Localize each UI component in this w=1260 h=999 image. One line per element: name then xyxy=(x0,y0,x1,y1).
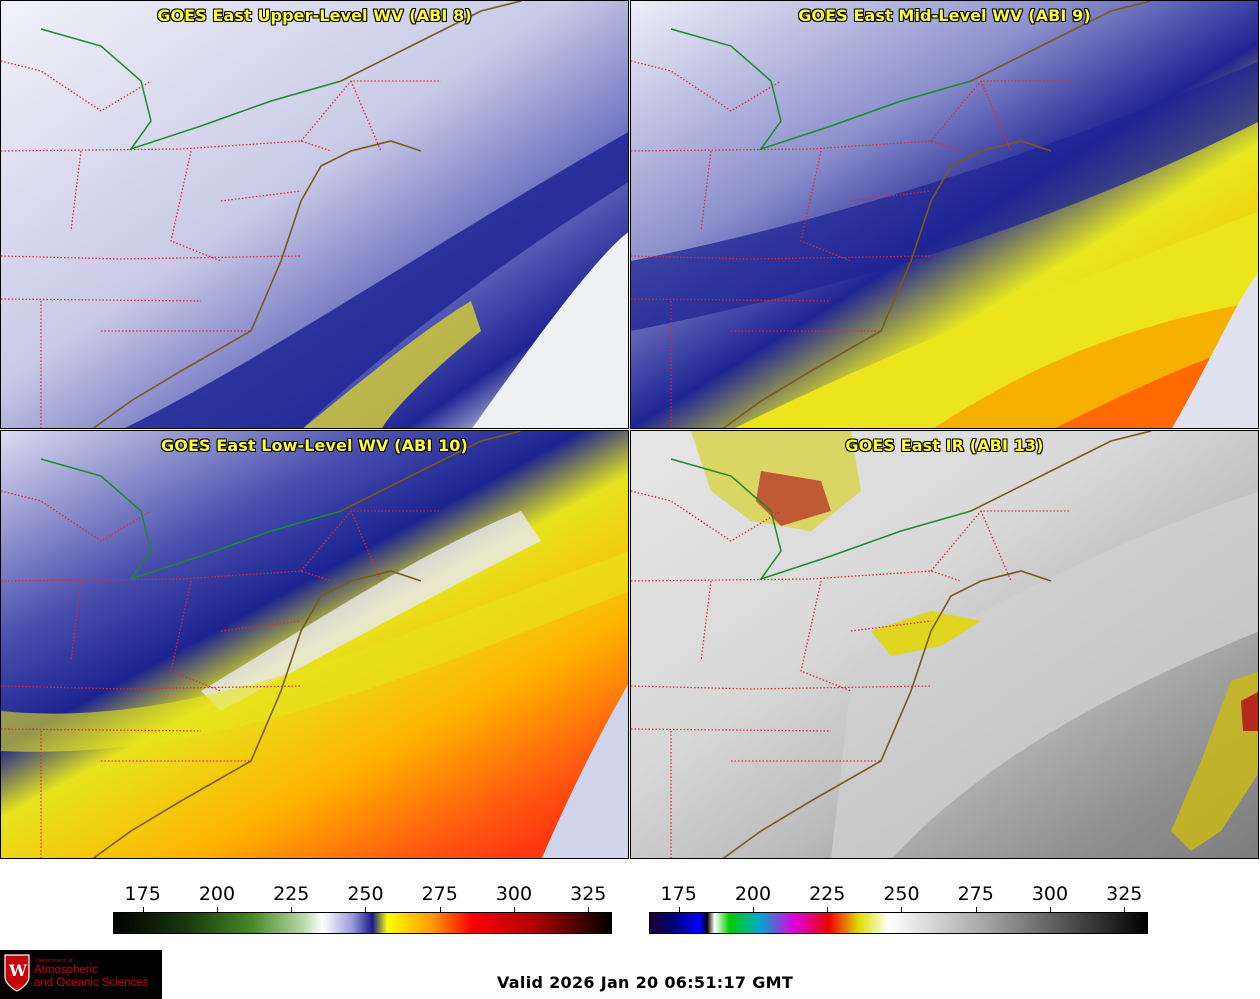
panel-title: GOES East Mid-Level WV (ABI 9) xyxy=(798,6,1091,25)
colorbar-tick-label: 250 xyxy=(347,883,384,905)
colorbar-tick-label: 225 xyxy=(273,883,310,905)
map-panel-low-wv: GOES East Low-Level WV (ABI 10) xyxy=(0,430,629,859)
colorbar-tick-label: 200 xyxy=(734,883,772,905)
colorbar-ir-gradient xyxy=(649,912,1148,934)
colorbar-tick-label: 275 xyxy=(957,883,994,905)
satellite-image-ir xyxy=(631,431,1258,858)
panel-title: GOES East Upper-Level WV (ABI 8) xyxy=(157,6,472,25)
panel-title: GOES East IR (ABI 13) xyxy=(845,436,1044,455)
crest-letter: W xyxy=(9,961,27,980)
colorbar-wv-gradient xyxy=(113,912,612,934)
aos-logo: W Department of Atmospheric and Oceanic … xyxy=(0,950,162,999)
valid-time-label: Valid 2026 Jan 20 06:51:17 GMT xyxy=(497,973,794,992)
colorbar-tick xyxy=(142,907,144,913)
colorbar-tick xyxy=(365,907,367,913)
colorbar-tick xyxy=(901,907,903,913)
colorbar-tick-label: 175 xyxy=(124,883,161,905)
colorbar-tick xyxy=(513,907,515,913)
colorbar-wv: 175 200 225 250 275 300 325 xyxy=(113,863,613,938)
colorbar-tick xyxy=(439,907,441,913)
logo-line-1: Atmospheric xyxy=(34,964,98,976)
colorbar-tick-label: 275 xyxy=(421,883,458,905)
colorbar-tick xyxy=(1124,907,1126,913)
colorbar-tick-label: 325 xyxy=(570,883,607,905)
map-panel-mid-wv: GOES East Mid-Level WV (ABI 9) xyxy=(630,0,1259,429)
colorbar-tick-label: 300 xyxy=(495,883,533,905)
colorbar-tick-label: 325 xyxy=(1106,883,1143,905)
colorbar-tick xyxy=(975,907,977,913)
panel-title: GOES East Low-Level WV (ABI 10) xyxy=(161,436,468,455)
colorbar-tick xyxy=(752,907,754,913)
satellite-image-low-wv xyxy=(1,431,628,858)
colorbar-tick-label: 200 xyxy=(198,883,236,905)
map-panel-upper-wv: GOES East Upper-Level WV (ABI 8) xyxy=(0,0,629,429)
colorbar-tick-label: 225 xyxy=(809,883,846,905)
colorbar-tick xyxy=(291,907,293,913)
map-panel-ir: GOES East IR (ABI 13) xyxy=(630,430,1259,859)
colorbar-tick xyxy=(1049,907,1051,913)
colorbar-tick xyxy=(216,907,218,913)
colorbar-tick xyxy=(827,907,829,913)
logo-department-label: Department of xyxy=(36,958,73,964)
logo-line-2: and Oceanic Sciences xyxy=(34,977,149,989)
colorbar-tick-label: 300 xyxy=(1031,883,1069,905)
uw-crest-icon xyxy=(4,954,30,992)
colorbar-ir: 175 200 225 250 275 300 325 xyxy=(649,863,1149,938)
colorbar-tick xyxy=(678,907,680,913)
satellite-image-upper-wv xyxy=(1,1,628,428)
colorbar-tick xyxy=(588,907,590,913)
colorbar-tick-label: 250 xyxy=(883,883,920,905)
satellite-image-mid-wv xyxy=(631,1,1258,428)
colorbar-tick-label: 175 xyxy=(660,883,697,905)
